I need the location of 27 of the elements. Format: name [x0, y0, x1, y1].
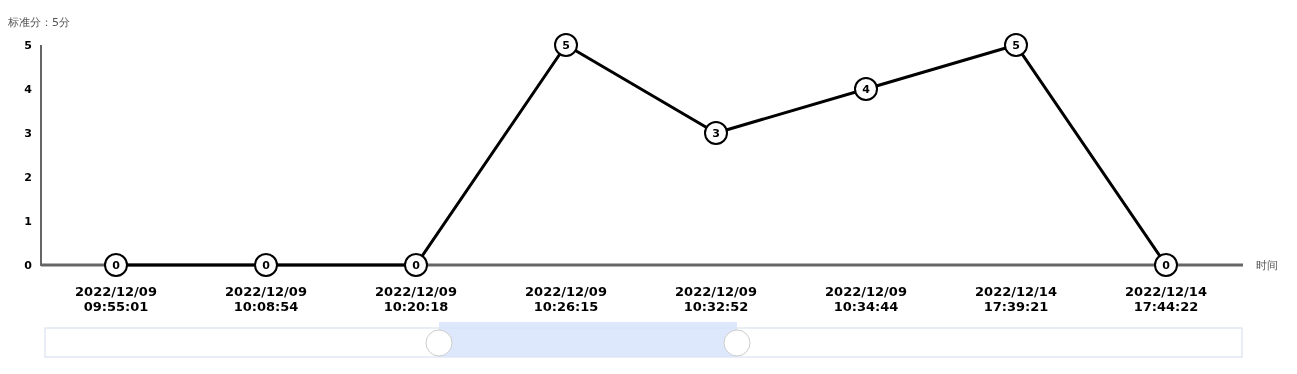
- point: [554, 33, 578, 57]
- y-tick-label: 2: [24, 171, 32, 184]
- x-tick-label: 2022/12/09 10:34:44: [825, 284, 907, 314]
- y-tick-label: 4: [24, 83, 33, 96]
- data-label: 5: [562, 39, 570, 52]
- y-tick-label: 1: [24, 215, 32, 228]
- x-tick-label: 2022/12/09 10:26:15: [525, 284, 607, 314]
- data-label: 0: [412, 259, 421, 272]
- y-tick-label: 5: [24, 39, 32, 52]
- data-label: 0: [262, 259, 271, 272]
- point: [1004, 33, 1028, 57]
- y-tick-label: 3: [24, 127, 32, 140]
- x-tick-label: 2022/12/09 10:08:54: [225, 284, 307, 314]
- data-label: 3: [712, 127, 720, 140]
- data-label: 5: [1012, 39, 1020, 52]
- x-tick-label: 2022/12/09 10:20:18: [375, 284, 457, 314]
- data-label: 0: [1162, 259, 1171, 272]
- data-label: 0: [112, 259, 121, 272]
- data-label: 4: [862, 83, 871, 96]
- x-tick-label: 2022/12/14 17:39:21: [975, 284, 1057, 314]
- x-axis-title: 时间: [1256, 259, 1278, 272]
- x-tick-label: 2022/12/09 09:55:01: [75, 284, 157, 314]
- x-tick-label: 2022/12/09 10:32:52: [675, 284, 757, 314]
- point: [704, 121, 728, 145]
- y-tick-label: 0: [24, 259, 33, 272]
- y-axis-title: 标准分：5分: [7, 16, 70, 29]
- x-tick-label: 2022/12/14 17:44:22: [1125, 284, 1207, 314]
